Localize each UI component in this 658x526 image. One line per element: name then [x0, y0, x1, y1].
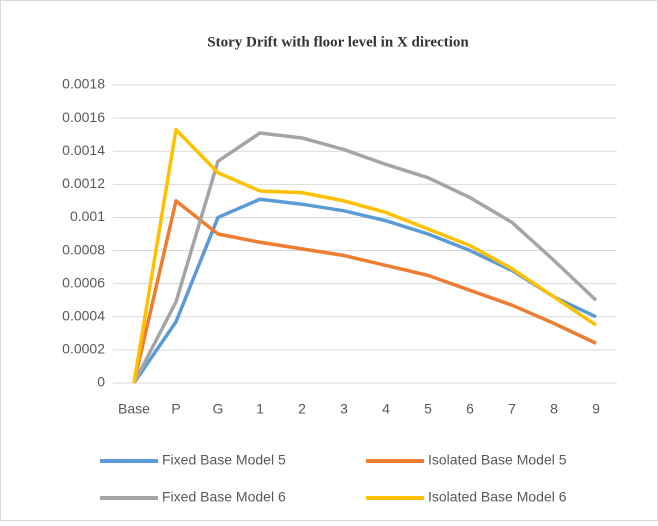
y-tick-label: 0.0008: [62, 241, 105, 257]
x-tick-label: 1: [256, 401, 264, 417]
y-tick-label: 0: [97, 374, 105, 390]
y-tick-label: 0.0018: [62, 76, 105, 92]
y-tick-label: 0.0002: [62, 341, 105, 357]
y-tick-label: 0.0006: [62, 274, 105, 290]
x-tick-label: 5: [424, 401, 432, 417]
x-tick-label: 4: [382, 401, 390, 417]
x-tick-label: 6: [466, 401, 474, 417]
legend-label: Fixed Base Model 6: [162, 489, 286, 505]
y-tick-label: 0.0014: [62, 142, 105, 158]
x-tick-label: 9: [592, 401, 600, 417]
legend-label: Fixed Base Model 5: [162, 452, 286, 468]
y-tick-label: 0.0016: [62, 109, 105, 125]
y-tick-label: 0.0012: [62, 175, 105, 191]
x-tick-label: 8: [550, 401, 558, 417]
y-tick-label: 0.001: [70, 208, 105, 224]
x-tick-label: G: [213, 401, 224, 417]
series-line: [132, 131, 598, 384]
x-tick-label: P: [171, 401, 180, 417]
y-tick-label: 0.0004: [62, 307, 105, 323]
chart-title: Story Drift with floor level in X direct…: [207, 34, 469, 50]
legend-label: Isolated Base Model 6: [428, 489, 567, 505]
x-tick-label: Base: [118, 401, 150, 417]
x-tick-label: 3: [340, 401, 348, 417]
legend-label: Isolated Base Model 5: [428, 452, 567, 468]
x-tick-label: 2: [298, 401, 306, 417]
series-line: [132, 199, 597, 384]
x-tick-label: 7: [508, 401, 516, 417]
series-line: [132, 127, 597, 384]
